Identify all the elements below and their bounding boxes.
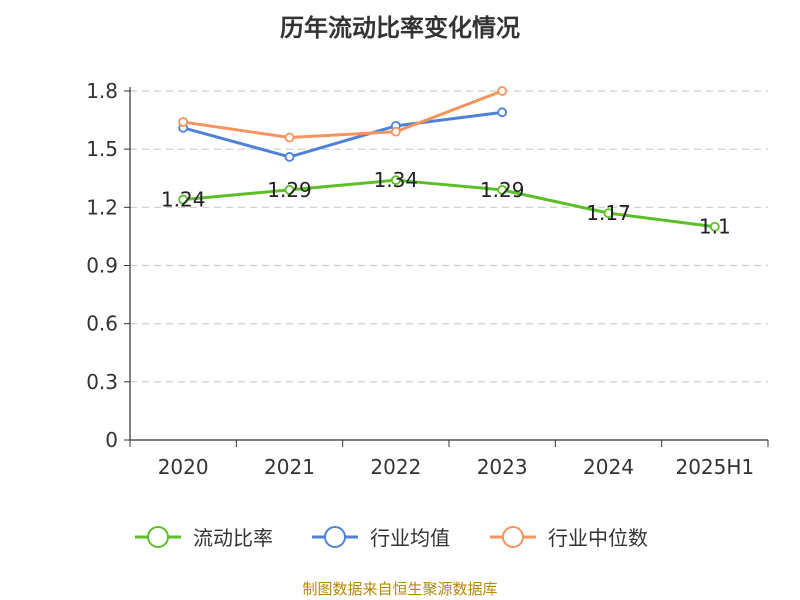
data-point — [603, 208, 614, 219]
legend-marker — [324, 526, 346, 548]
legend-marker — [147, 526, 169, 548]
data-point — [390, 126, 401, 137]
legend-label: 行业中位数 — [548, 526, 648, 550]
data-label: 1.34 — [374, 168, 419, 192]
series-layer — [178, 86, 720, 232]
data-point — [497, 86, 508, 96]
x-tick-label: 2020 — [158, 455, 209, 479]
axes: 0 0.3 0.6 0.9 1.2 1.5 1.8 2020 2021 2022 2023 2024 2… — [86, 79, 769, 479]
x-tick-label: 2024 — [583, 455, 634, 479]
data-point — [178, 194, 189, 205]
data-labels: 1.24 1.29 1.34 1.29 1.17 1.1 — [161, 168, 731, 239]
data-label: 1.17 — [586, 201, 631, 225]
legend-label: 行业均值 — [370, 526, 450, 550]
data-label: 1.24 — [161, 188, 206, 212]
series-line-3 — [182, 89, 503, 140]
data-point — [497, 184, 508, 195]
legend[interactable]: 流动比率 行业均值 行业中位数 — [135, 526, 648, 550]
data-point — [497, 107, 508, 118]
grid-lines — [130, 90, 768, 383]
x-tick-label: 2022 — [370, 455, 421, 479]
legend-label: 流动比率 — [193, 526, 273, 550]
legend-item-2[interactable]: 行业均值 — [312, 526, 450, 550]
data-label: 1.1 — [699, 215, 731, 239]
data-point — [709, 221, 720, 232]
x-tick-label: 2025H1 — [675, 455, 754, 479]
x-tick-label: 2021 — [264, 455, 315, 479]
y-tick-label: 0.3 — [86, 370, 118, 394]
data-point — [284, 184, 295, 195]
y-tick-label: 0 — [105, 428, 118, 452]
legend-marker — [502, 526, 524, 548]
series-line-1 — [183, 178, 716, 229]
data-label: 1.29 — [480, 178, 525, 202]
y-tick-label: 0.9 — [86, 254, 118, 278]
data-point — [178, 117, 189, 127]
data-point — [284, 132, 295, 143]
y-tick-label: 1.2 — [86, 195, 118, 219]
source-note: 制图数据来自恒生聚源数据库 — [302, 580, 498, 598]
y-tick-label: 0.6 — [86, 312, 118, 336]
data-point — [284, 152, 295, 162]
data-point — [390, 175, 401, 186]
x-tick-label: 2023 — [477, 455, 528, 479]
data-label: 1.29 — [267, 178, 312, 202]
legend-item-1[interactable]: 流动比率 — [135, 526, 273, 550]
y-tick-label: 1.5 — [86, 137, 118, 161]
legend-item-3[interactable]: 行业中位数 — [490, 526, 648, 550]
chart-title: 历年流动比率变化情况 — [280, 14, 520, 42]
y-tick-label: 1.8 — [86, 79, 118, 103]
series-line-2 — [182, 110, 503, 159]
